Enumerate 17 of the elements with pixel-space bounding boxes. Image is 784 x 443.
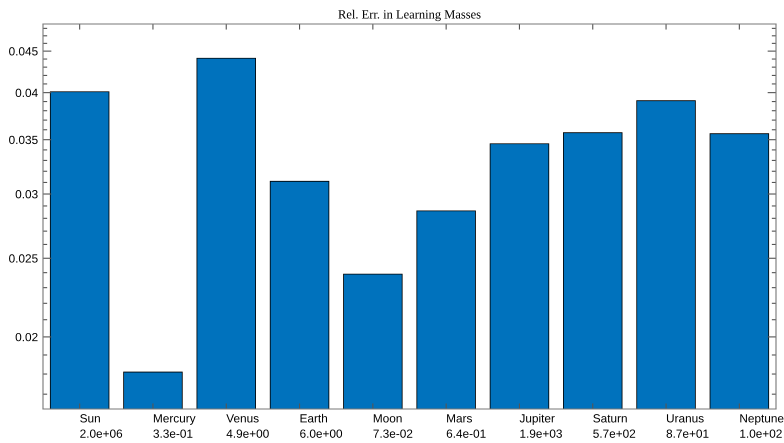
y-tick-label: 0.02	[16, 332, 38, 342]
y-tick-label: 0.035	[9, 136, 38, 144]
y-tick-label: 0.045	[9, 47, 38, 56]
y-tick-label: 0.04	[16, 88, 38, 98]
x-tick-label: Jupiter 1.9e+03	[520, 414, 562, 438]
x-tick-label: Sun 2.0e+06	[80, 414, 122, 438]
chart-title: Rel. Err. in Learning Masses	[338, 10, 481, 22]
x-tick-label: Neptune 1.0e+02	[740, 414, 784, 438]
x-tick-label: Moon 7.3e-02	[373, 414, 412, 438]
x-tick-label: Mercury 3.3e-01	[153, 414, 196, 438]
y-tick-label: 0.03	[16, 190, 38, 198]
x-tick-label: Uranus 8.7e+01	[666, 414, 708, 438]
x-tick-label: Earth 6.0e+00	[300, 414, 342, 438]
x-tick-label: Venus 4.9e+00	[226, 414, 269, 438]
y-tick-label: 0.025	[9, 254, 38, 263]
x-tick-label: Saturn 5.7e+02	[593, 414, 636, 438]
x-tick-label: Mars 6.4e-01	[446, 414, 486, 438]
